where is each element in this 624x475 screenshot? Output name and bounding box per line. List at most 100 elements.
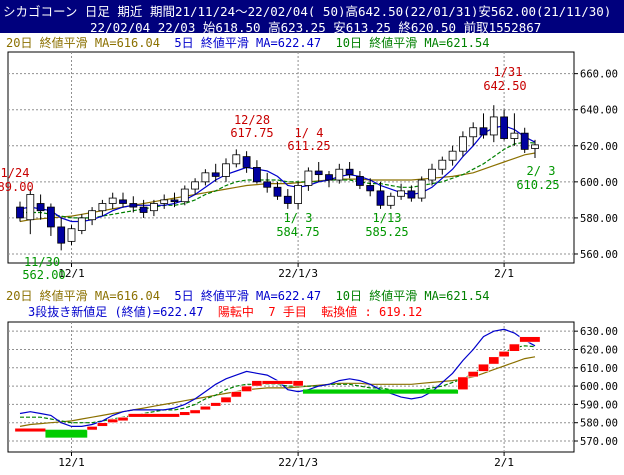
step-panel-x-tick-label: 12/1 xyxy=(58,456,85,469)
price-panel-y-tick-label: 600.00 xyxy=(580,177,618,189)
step-panel-legend-item: 20日 終値平滑 MA=616.04 xyxy=(6,288,160,303)
candle-body xyxy=(57,226,66,244)
step-panel-y-tick-label: 570.00 xyxy=(580,436,618,448)
price-panel-x-tick-label: 22/1/3 xyxy=(278,267,318,280)
price-panel-y-tick-label: 660.00 xyxy=(580,69,618,81)
step-subtitle: 3段抜き新値足 (終値)=622.47 陽転中 7 手目 転換値 : 619.1… xyxy=(28,304,422,319)
step-brick xyxy=(107,418,119,424)
step-brick xyxy=(241,385,253,392)
step-panel-frame xyxy=(7,321,575,453)
price-annotation: 584.75 xyxy=(276,225,319,239)
candle-body xyxy=(26,194,35,221)
price-panel-x-tick-label: 2/1 xyxy=(494,267,514,280)
price-panel-x-tick-label: 12/1 xyxy=(58,267,85,280)
step-brick xyxy=(179,411,191,416)
price-annotation: 1/ 4 xyxy=(295,126,324,140)
step-brick xyxy=(251,380,263,387)
price-panel-y-tick-label: 640.00 xyxy=(580,105,618,117)
candle-body xyxy=(273,186,282,197)
candle-body xyxy=(345,168,354,176)
step-brick xyxy=(14,427,47,433)
candle-body xyxy=(129,203,138,208)
candle-body xyxy=(98,203,107,212)
quote-text: 22/02/04 22/03 始618.50 高623.25 安613.25 終… xyxy=(90,20,542,35)
price-annotation: 11/30 xyxy=(24,255,60,269)
candle-body xyxy=(428,168,436,181)
candle-body xyxy=(191,181,200,190)
step-brick xyxy=(230,391,242,398)
candle-body xyxy=(283,195,292,204)
price-panel-legend-item: 20日 終値平滑 MA=616.04 xyxy=(6,35,160,50)
price-annotation: 1/ 3 xyxy=(284,211,313,225)
ma10-line xyxy=(20,141,536,219)
candle-body xyxy=(500,116,509,139)
candle-body xyxy=(160,199,169,204)
step-brick xyxy=(457,376,469,391)
step-brick xyxy=(117,416,129,422)
candle-body xyxy=(479,127,488,136)
step-panel-y-tick-label: 590.00 xyxy=(580,399,618,411)
candle-body xyxy=(170,199,179,203)
price-annotation: 585.25 xyxy=(365,225,408,239)
candle-body xyxy=(211,172,220,177)
step-brick xyxy=(261,380,294,385)
price-panel-legend-item: 10日 終値平滑 MA=621.54 xyxy=(321,35,489,50)
candle-body xyxy=(36,203,45,212)
step-panel-y-tick-label: 610.00 xyxy=(580,363,618,375)
price-panel-legend: 20日 終値平滑 MA=616.04 5日 終値平滑 MA=622.47 10日… xyxy=(6,35,489,50)
candle-body xyxy=(335,168,344,181)
candle-body xyxy=(67,228,76,242)
price-panel-y-tick-label: 580.00 xyxy=(580,213,618,225)
candle-body xyxy=(531,144,539,149)
step-brick xyxy=(478,363,489,372)
step-brick xyxy=(508,343,520,352)
step-brick xyxy=(199,405,211,411)
price-annotation: 611.25 xyxy=(287,139,330,153)
step-brick xyxy=(220,396,232,403)
title-text: シカゴコーン 日足 期近 期間21/11/24～22/02/04( 50)高64… xyxy=(3,4,612,19)
candle-body xyxy=(232,154,241,165)
title-bar: シカゴコーン 日足 期近 期間21/11/24～22/02/04( 50)高64… xyxy=(0,0,624,19)
candle-body xyxy=(448,150,457,161)
candle-body xyxy=(16,206,24,219)
step-brick xyxy=(498,350,510,358)
candle-body xyxy=(386,195,395,206)
step-ma20-line xyxy=(19,356,536,427)
candle-body xyxy=(469,127,478,138)
candle-body xyxy=(180,188,189,203)
candle-body xyxy=(119,199,127,204)
ma5-line xyxy=(19,125,536,223)
price-panel-frame xyxy=(7,51,575,264)
step-brick xyxy=(302,389,459,394)
step-panel-y-tick-label: 630.00 xyxy=(580,326,618,338)
candle-body xyxy=(294,185,303,204)
step-panel-x-tick-label: 22/1/3 xyxy=(278,456,318,469)
step-brick xyxy=(210,402,222,407)
price-annotation: 2/ 3 xyxy=(527,164,556,178)
candle-body xyxy=(438,159,447,170)
candle-body xyxy=(376,190,385,206)
step-brick xyxy=(96,422,108,427)
candle-body xyxy=(88,210,96,221)
price-panel-y-tick-label: 620.00 xyxy=(580,141,618,153)
candle-body xyxy=(201,172,210,183)
candle-body xyxy=(263,181,272,188)
candle-body xyxy=(222,163,230,177)
candle-body xyxy=(407,190,416,199)
quote-bar: 22/02/04 22/03 始618.50 高623.25 安613.25 終… xyxy=(0,17,624,35)
candle-body xyxy=(417,179,426,199)
step-subtitle-item: 3段抜き新値足 (終値)=622.47 xyxy=(28,304,203,319)
candle-body xyxy=(108,197,117,204)
price-annotation: 617.75 xyxy=(230,126,273,140)
step-brick xyxy=(189,409,201,414)
step-brick xyxy=(467,371,479,378)
step-subtitle-item: 7 手目 xyxy=(254,305,307,319)
step-brick xyxy=(292,380,304,387)
candle-body xyxy=(325,174,333,181)
price-panel-legend-item: 5日 終値平滑 MA=622.47 xyxy=(160,35,321,50)
step-panel-y-tick-label: 580.00 xyxy=(580,418,618,430)
candle-body xyxy=(520,132,529,150)
candle-body xyxy=(314,170,323,176)
step-panel-y-tick-label: 620.00 xyxy=(580,344,618,356)
